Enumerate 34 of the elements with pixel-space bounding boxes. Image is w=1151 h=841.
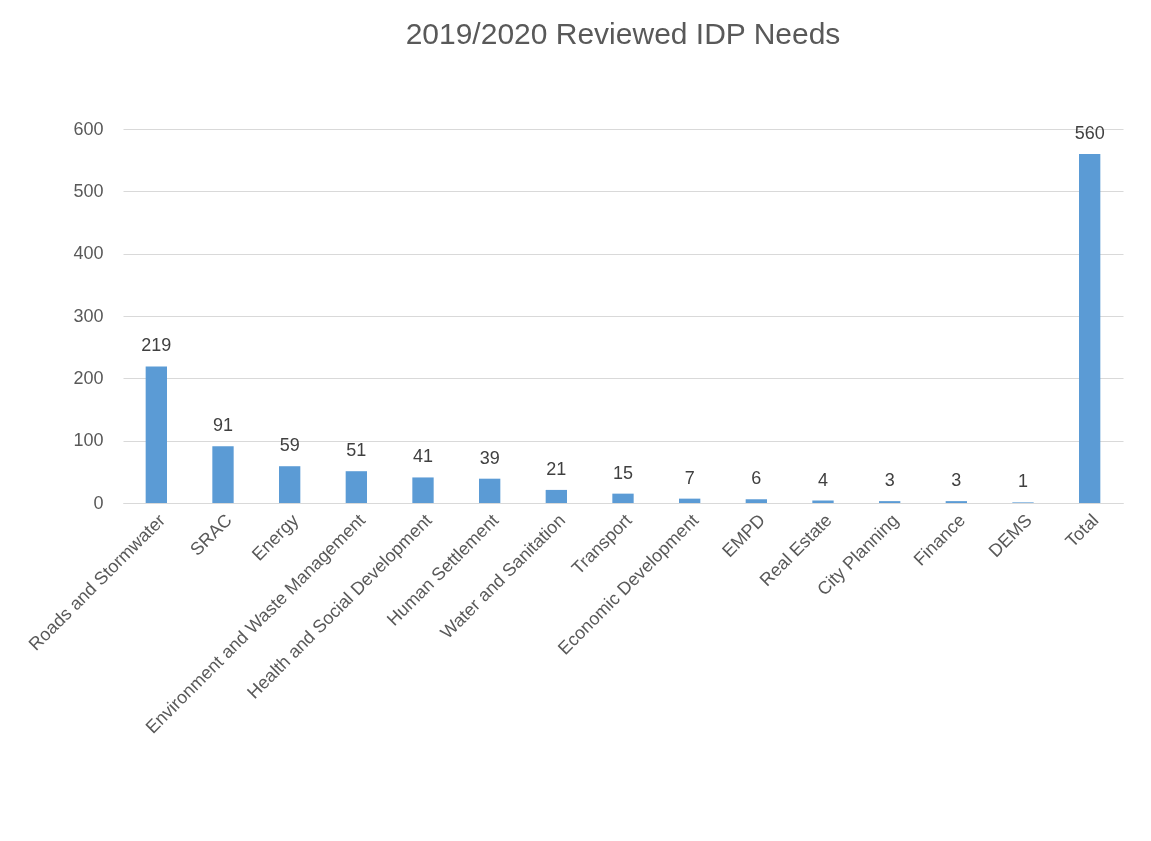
bar (212, 446, 234, 503)
data-label: 560 (1074, 122, 1105, 143)
bar (345, 471, 367, 503)
bar (1079, 153, 1101, 503)
bar (612, 493, 634, 503)
chart-title: 2019/2020 Reviewed IDP Needs (405, 17, 841, 50)
y-tick-label: 300 (73, 305, 104, 326)
bar (545, 489, 567, 503)
data-label: 91 (212, 415, 234, 436)
data-label: 6 (751, 468, 762, 489)
data-label: 219 (141, 335, 172, 356)
data-label: 1 (1017, 471, 1029, 492)
data-label: 51 (346, 440, 367, 461)
bar (679, 498, 701, 503)
bar (279, 466, 301, 503)
y-tick-label: 500 (73, 180, 104, 201)
bar (745, 499, 767, 503)
data-label: 3 (884, 470, 895, 491)
data-label: 7 (684, 467, 695, 488)
data-label: 21 (546, 458, 567, 479)
data-label: 3 (951, 470, 962, 491)
y-tick-label: 400 (73, 243, 104, 264)
data-label: 15 (612, 462, 634, 483)
data-label: 39 (479, 447, 500, 468)
bar (412, 477, 434, 503)
y-tick-label: 200 (73, 367, 104, 388)
y-tick-label: 0 (93, 492, 104, 513)
bar (145, 366, 167, 503)
data-label: 59 (279, 435, 300, 456)
y-tick-label: 100 (73, 430, 104, 451)
y-tick-label: 600 (73, 118, 104, 139)
data-label: 4 (817, 469, 829, 490)
data-label: 41 (412, 446, 434, 467)
bar (479, 478, 501, 503)
